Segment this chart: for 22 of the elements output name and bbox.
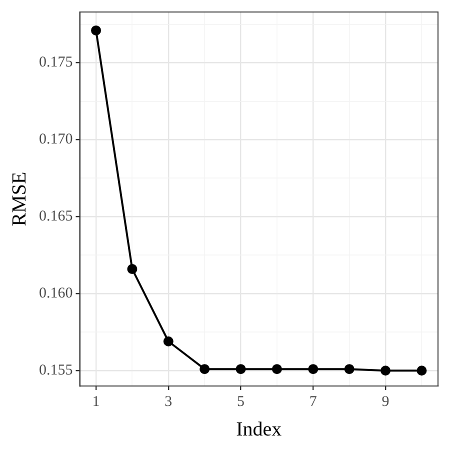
point bbox=[200, 364, 210, 374]
point bbox=[308, 364, 318, 374]
point bbox=[272, 364, 282, 374]
point bbox=[380, 366, 391, 376]
point bbox=[163, 336, 174, 346]
x-axis-title: Index bbox=[236, 418, 282, 440]
point bbox=[416, 366, 427, 376]
x-tick-label: 1 bbox=[92, 394, 100, 410]
point bbox=[236, 364, 246, 374]
y-axis-title: RMSE bbox=[8, 172, 30, 226]
y-tick-label: 0.160 bbox=[39, 286, 73, 302]
x-tick-label: 5 bbox=[237, 394, 245, 410]
y-tick-label: 0.170 bbox=[39, 132, 73, 148]
y-tick-label: 0.165 bbox=[39, 208, 73, 225]
point bbox=[127, 264, 138, 274]
y-tick-label: 0.155 bbox=[39, 362, 73, 379]
y-tick-label: 0.175 bbox=[39, 54, 73, 71]
point bbox=[344, 364, 354, 374]
x-tick-label: 3 bbox=[164, 394, 172, 410]
x-tick-label: 7 bbox=[309, 394, 318, 410]
point bbox=[91, 25, 102, 36]
x-tick-label: 9 bbox=[382, 394, 390, 410]
